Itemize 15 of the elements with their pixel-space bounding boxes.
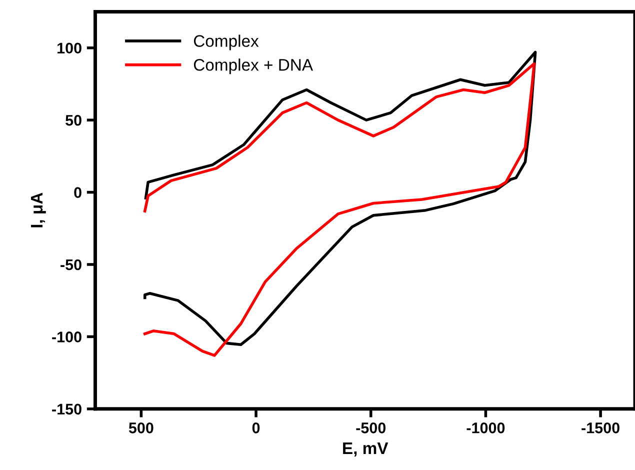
x-tick-label: -500 [356,422,386,434]
y-axis-title: I, μA [31,192,46,228]
y-tick-label: -100 [52,332,82,342]
y-tick-label: -50 [60,259,82,270]
x-axis-title: E, mV [343,442,388,457]
y-tick-label: -150 [52,404,82,415]
legend-label: Complex [194,34,259,50]
y-tick-label: 100 [58,42,82,54]
x-tick-label: -1500 [582,422,620,434]
y-tick-label: 50 [66,114,82,126]
y-tick-label: 0 [74,187,82,198]
x-tick-label: 500 [128,422,154,434]
legend-label: Complex + DNA [194,58,314,74]
x-tick-label: 0 [252,422,260,434]
x-tick-label: -1000 [466,422,505,434]
